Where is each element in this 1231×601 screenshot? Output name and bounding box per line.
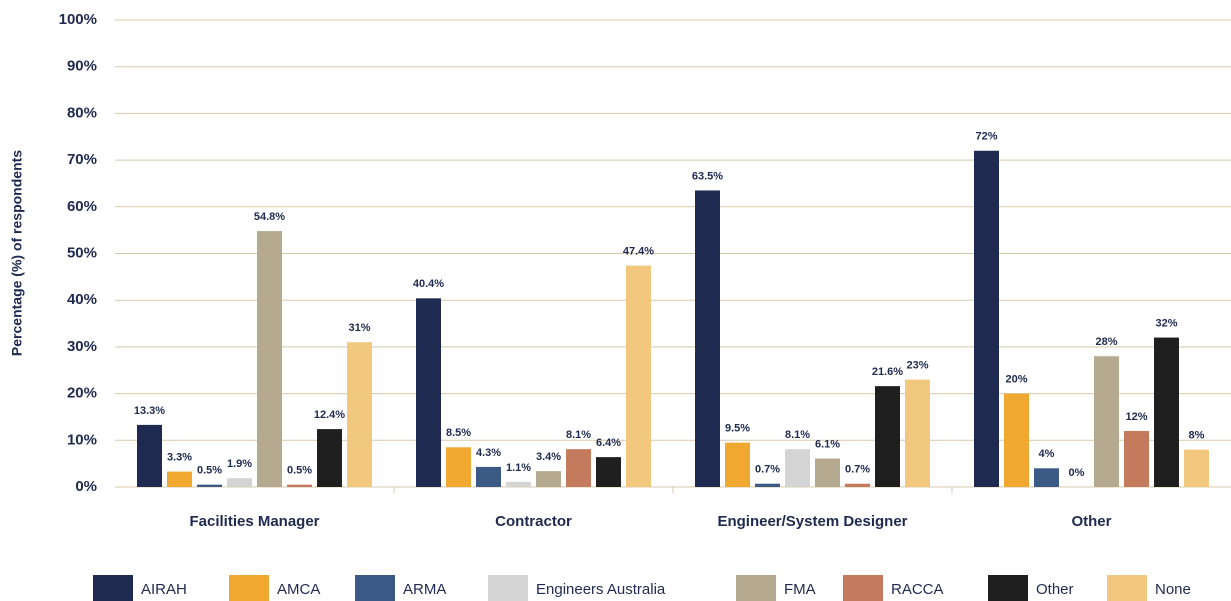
bar (815, 458, 840, 487)
legend-swatch (355, 575, 395, 601)
legend-swatch (736, 575, 776, 601)
value-label: 3.3% (167, 451, 192, 463)
value-label: 1.9% (227, 458, 252, 470)
legend-swatch (1107, 575, 1147, 601)
legend-label: AIRAH (141, 581, 187, 598)
y-tick-label: 20% (67, 385, 97, 402)
bar (695, 190, 720, 487)
value-label: 4% (1039, 448, 1055, 460)
value-label: 0.5% (197, 465, 222, 477)
y-tick-label: 0% (75, 478, 97, 495)
bar (725, 442, 750, 487)
value-label: 4.3% (476, 447, 501, 459)
bar (845, 483, 870, 487)
value-label: 20% (1005, 374, 1027, 386)
value-label: 54.8% (254, 211, 285, 223)
x-tick-label: Facilities Manager (189, 513, 319, 530)
value-label: 32% (1155, 317, 1177, 329)
y-axis-title: Percentage (%) of respondents (9, 150, 25, 356)
legend-label: RACCA (891, 581, 944, 598)
value-label: 9.5% (725, 423, 750, 435)
bar (974, 150, 999, 487)
value-label: 23% (906, 359, 928, 371)
bar (596, 457, 621, 487)
value-label: 0.5% (287, 465, 312, 477)
value-label: 31% (348, 322, 370, 334)
value-label: 47.4% (623, 246, 654, 258)
y-tick-label: 90% (67, 58, 97, 75)
bar (1154, 337, 1179, 487)
legend-label: AMCA (277, 581, 320, 598)
legend-label: ARMA (403, 581, 446, 598)
bar (755, 483, 780, 487)
bar (197, 484, 222, 487)
bar (1004, 393, 1029, 487)
y-tick-label: 10% (67, 431, 97, 448)
value-label: 12.4% (314, 409, 345, 421)
legend-label: None (1155, 581, 1191, 598)
value-label: 8.5% (446, 427, 471, 439)
legend-swatch (488, 575, 528, 601)
bar (137, 424, 162, 487)
value-label: 0.7% (845, 464, 870, 476)
x-tick-label: Engineer/System Designer (717, 513, 907, 530)
value-label: 63.5% (692, 170, 723, 182)
value-label: 72% (975, 131, 997, 143)
y-tick-label: 40% (67, 291, 97, 308)
bar (536, 471, 561, 487)
y-tick-label: 60% (67, 198, 97, 215)
value-label: 1.1% (506, 462, 531, 474)
value-label: 12% (1125, 411, 1147, 423)
value-label: 3.4% (536, 451, 561, 463)
value-label: 13.3% (134, 405, 165, 417)
legend-swatch (229, 575, 269, 601)
value-label: 8.1% (566, 429, 591, 441)
bar (1034, 468, 1059, 487)
bar (227, 478, 252, 487)
bar (446, 447, 471, 487)
bar (905, 379, 930, 487)
y-tick-label: 50% (67, 244, 97, 261)
bar (506, 481, 531, 487)
bar (1094, 356, 1119, 487)
bar (476, 466, 501, 487)
legend-label: FMA (784, 581, 816, 598)
bar (167, 471, 192, 487)
bar (875, 386, 900, 487)
value-label: 40.4% (413, 278, 444, 290)
bar (785, 449, 810, 487)
bar (566, 449, 591, 487)
y-tick-label: 70% (67, 151, 97, 168)
y-tick-label: 30% (67, 338, 97, 355)
bar (416, 298, 441, 487)
bar (317, 429, 342, 487)
value-label: 6.4% (596, 437, 621, 449)
value-label: 21.6% (872, 366, 903, 378)
x-tick-label: Contractor (495, 513, 572, 530)
value-label: 8.1% (785, 429, 810, 441)
y-tick-label: 80% (67, 104, 97, 121)
value-label: 0% (1069, 467, 1085, 479)
bar (1124, 430, 1149, 487)
bar (347, 342, 372, 487)
bar (1184, 449, 1209, 487)
bar (626, 265, 651, 487)
value-label: 0.7% (755, 464, 780, 476)
legend-label: Other (1036, 581, 1074, 598)
x-tick-label: Other (1071, 513, 1111, 530)
legend-swatch (843, 575, 883, 601)
legend-swatch (988, 575, 1028, 601)
value-label: 8% (1189, 430, 1205, 442)
value-label: 6.1% (815, 438, 840, 450)
bar (257, 231, 282, 487)
value-label: 28% (1095, 336, 1117, 348)
bar (287, 484, 312, 487)
y-tick-label: 100% (59, 11, 97, 28)
legend-swatch (93, 575, 133, 601)
legend-label: Engineers Australia (536, 581, 666, 598)
